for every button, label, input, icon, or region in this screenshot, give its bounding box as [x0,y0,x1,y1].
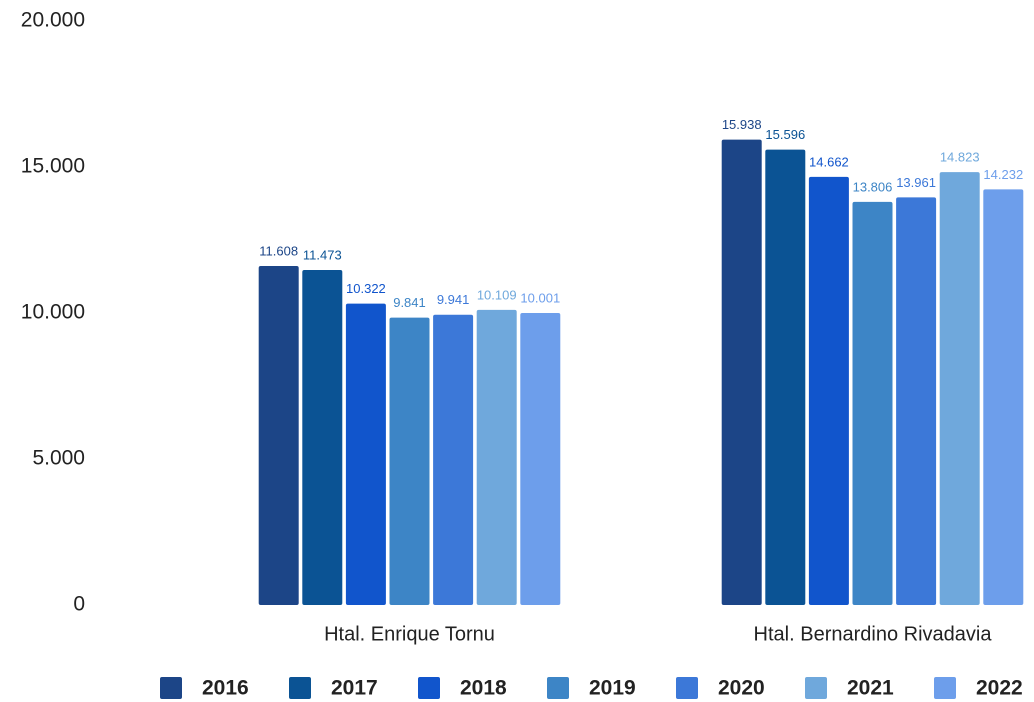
bar [476,309,517,605]
value-label: 11.473 [303,247,342,262]
legend-label: 2018 [460,677,507,700]
bar [345,303,386,605]
value-label: 15.938 [722,117,762,132]
legend-label: 2017 [331,677,378,700]
bar [808,176,849,605]
value-label: 14.662 [809,154,849,169]
value-label: 10.001 [520,290,560,305]
legend-swatch [934,677,956,699]
x-tick-label: Htal. Bernardino Rivadavia [754,623,993,645]
legend-swatch [418,677,440,699]
legend-label: 2016 [202,677,249,700]
value-label: 9.941 [437,292,470,307]
y-tick-label: 5.000 [32,447,85,470]
bar [520,312,561,605]
value-label: 14.232 [983,167,1023,182]
value-label: 10.322 [346,281,386,296]
value-label: 15.596 [765,127,805,142]
legend-swatch [160,677,182,699]
x-tick-label: Htal. Enrique Tornu [324,623,495,645]
value-label: 13.961 [896,175,936,190]
bar [433,314,474,605]
bar [852,201,893,605]
bar [258,266,299,605]
legend-swatch [547,677,569,699]
bar [765,149,806,605]
bar [721,139,762,605]
y-tick-label: 0 [73,593,85,616]
value-label: 14.823 [940,150,980,165]
legend-label: 2019 [589,677,636,700]
value-label: 9.841 [393,295,426,310]
bar [302,269,343,605]
bar [389,317,430,605]
y-tick-label: 10.000 [21,301,85,324]
legend-swatch [805,677,827,699]
value-label: 13.806 [853,179,893,194]
bar [939,172,980,605]
bar [896,197,937,605]
legend-swatch [289,677,311,699]
value-label: 10.109 [477,287,517,302]
value-label: 11.608 [259,243,298,258]
legend-label: 2021 [847,677,894,700]
legend-label: 2020 [718,677,765,700]
y-tick-label: 20.000 [21,9,85,32]
legend-swatch [676,677,698,699]
y-tick-label: 15.000 [21,155,85,178]
bar [983,189,1024,605]
legend-label: 2022 [976,677,1023,700]
